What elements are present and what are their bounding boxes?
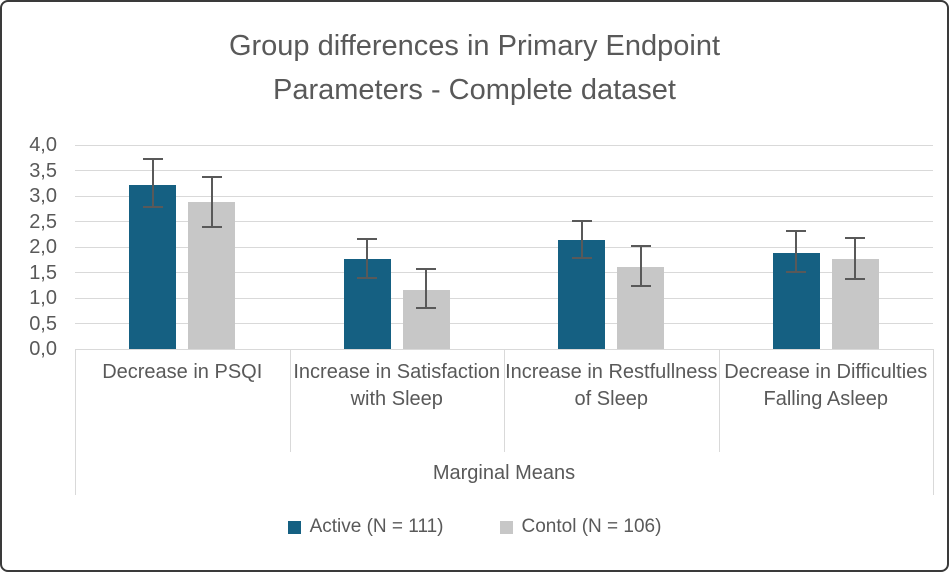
legend-label-control: Contol (N = 106) [521, 516, 662, 537]
axis-edge-tick [75, 349, 76, 495]
error-bar-cap-bottom [630, 284, 651, 287]
error-bar-cap-bottom [201, 225, 222, 228]
gridline [75, 144, 933, 146]
axis-separator [718, 349, 720, 452]
axis-separator [289, 349, 291, 452]
gridline [75, 170, 933, 171]
legend-swatch-control [499, 520, 513, 534]
error-bar-cap-bottom [571, 257, 592, 260]
y-axis-tick-label: 0,0 [29, 338, 57, 360]
gridline [75, 221, 933, 222]
category-label: Increase in Restfullness of Sleep [505, 361, 718, 410]
error-bar-cap-top [786, 230, 807, 233]
gridline [75, 272, 933, 273]
error-bar-cap-top [142, 158, 163, 161]
y-axis-tick-label: 2,0 [29, 236, 57, 258]
y-axis-tick-label: 1,0 [29, 287, 57, 309]
error-bar-line [425, 268, 428, 309]
bar-active [129, 184, 177, 349]
axis-separator [504, 349, 505, 452]
error-bar-cap-bottom [142, 206, 163, 209]
chart-title: Group differences in Primary Endpoint Pa… [2, 24, 947, 112]
gridline [75, 297, 933, 299]
error-bar-cap-top [416, 267, 437, 270]
y-axis-tick-label: 4,0 [29, 134, 57, 156]
y-axis-tick-label: 2,5 [29, 210, 57, 233]
y-axis-tick-label: 1,5 [29, 261, 57, 284]
legend-item-control: Contol (N = 106) [499, 516, 662, 538]
category-label: Decrease in Difficulties Falling Asleep [724, 361, 928, 410]
chart-title-line-2: Parameters - Complete dataset [273, 74, 676, 106]
error-bar-cap-top [630, 244, 651, 247]
legend-swatch-active [287, 520, 301, 534]
y-axis-tick-label: 3,0 [29, 185, 57, 207]
y-axis-tick-label: 3,5 [29, 159, 57, 182]
error-bar-line [795, 231, 798, 272]
category-label: Increase in Satisfaction with Sleep [293, 361, 501, 410]
legend-item-active: Active (N = 111) [287, 516, 444, 538]
error-bar-line [366, 238, 369, 279]
error-bar-cap-bottom [357, 277, 378, 280]
error-bar-cap-top [845, 236, 866, 239]
error-bar-cap-top [357, 237, 378, 240]
error-bar-line [854, 237, 857, 280]
gridline [75, 195, 933, 197]
error-bar-line [580, 220, 583, 259]
category-label: Decrease in PSQI [102, 361, 263, 383]
gridline [75, 246, 933, 248]
error-bar-line [210, 176, 213, 227]
error-bar-cap-top [571, 219, 592, 222]
y-axis-tick-label: 0,5 [29, 312, 57, 335]
gridline [75, 323, 933, 324]
chart-title-line-1: Group differences in Primary Endpoint [228, 30, 721, 62]
error-bar-cap-top [201, 175, 222, 178]
error-bar-cap-bottom [786, 270, 807, 273]
axis-edge-tick [933, 349, 934, 495]
error-bar-line [639, 245, 642, 286]
error-bar-cap-bottom [845, 278, 866, 281]
marginal-means-label: Marginal Means [432, 462, 576, 484]
error-bar-cap-bottom [416, 307, 437, 310]
error-bar-line [151, 159, 154, 208]
legend-label-active: Active (N = 111) [309, 516, 444, 537]
legend: Active (N = 111) Contol (N = 106) [2, 513, 947, 541]
